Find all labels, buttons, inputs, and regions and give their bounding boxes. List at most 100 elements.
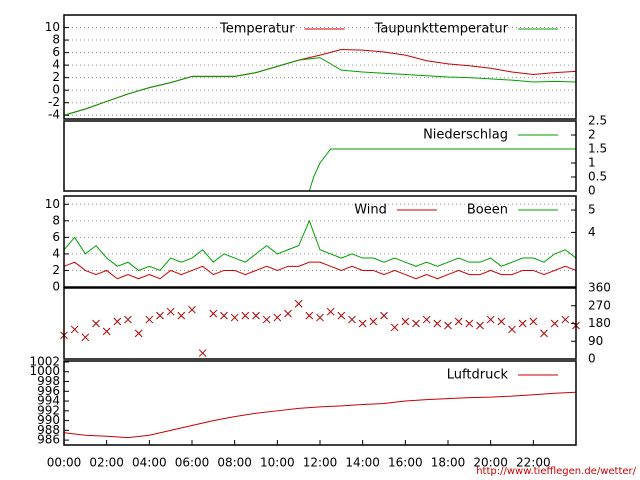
data-point xyxy=(92,319,100,328)
y-tick-label: 4 xyxy=(52,58,60,72)
legend-label: Niederschlag xyxy=(423,128,508,143)
data-point xyxy=(145,315,154,324)
data-point xyxy=(70,325,79,334)
data-point xyxy=(422,315,431,324)
data-point xyxy=(369,317,378,326)
y-tick-label: 2 xyxy=(52,70,60,84)
y-tick-label: 0.5 xyxy=(588,170,607,184)
data-line xyxy=(63,57,577,116)
legend-label: Temperatur xyxy=(219,22,295,37)
data-point xyxy=(198,349,207,357)
y-tick-label: 0 xyxy=(588,184,596,198)
y-tick-label: 998 xyxy=(37,374,60,388)
data-point xyxy=(454,317,463,326)
data-point xyxy=(486,315,495,324)
data-point xyxy=(209,309,218,318)
x-tick-label: 18:00 xyxy=(431,456,466,470)
y-tick-label: 0 xyxy=(52,83,60,97)
data-point xyxy=(529,317,538,326)
legend-label: Luftdruck xyxy=(447,368,509,383)
data-point xyxy=(124,315,132,324)
data-point xyxy=(305,311,314,320)
data-point xyxy=(348,315,356,324)
y-tick-label: 2 xyxy=(52,263,60,277)
data-point xyxy=(113,317,122,326)
data-point xyxy=(294,299,303,308)
data-point xyxy=(188,305,196,314)
data-point xyxy=(220,311,228,320)
x-tick-label: 00:00 xyxy=(47,456,82,470)
data-point xyxy=(156,311,164,320)
data-point xyxy=(380,311,388,320)
data-point xyxy=(401,317,410,326)
y-tick-label: 992 xyxy=(37,403,60,417)
y-tick-label: 1002 xyxy=(29,354,60,368)
data-point xyxy=(166,307,175,316)
data-point xyxy=(102,327,111,336)
x-tick-label: 12:00 xyxy=(303,456,338,470)
data-point xyxy=(284,309,292,318)
y-tick-label: 360 xyxy=(588,281,611,295)
y-tick-label: 10 xyxy=(45,197,60,211)
data-point xyxy=(262,315,271,324)
panel-border xyxy=(63,195,577,288)
panel-border xyxy=(63,14,577,120)
y-tick-label: 1 xyxy=(588,156,596,170)
y-tick-label: 994 xyxy=(37,394,60,408)
data-point xyxy=(497,317,506,326)
data-point xyxy=(252,311,260,320)
data-point xyxy=(230,313,239,322)
panel-border xyxy=(63,120,577,192)
data-line xyxy=(63,261,577,280)
legend-label: Wind xyxy=(354,203,387,218)
y-tick-label: 90 xyxy=(588,334,603,348)
data-point xyxy=(561,315,570,324)
credit: http://www.tiefflegen.de/wetter/ xyxy=(476,466,636,477)
data-line xyxy=(63,391,577,439)
x-tick-label: 20:00 xyxy=(473,456,508,470)
y-tick-label: 988 xyxy=(37,423,60,437)
y-tick-label: 270 xyxy=(588,298,611,312)
y-tick-label: -2 xyxy=(48,95,60,109)
data-point xyxy=(326,307,335,316)
y-tick-label: 10 xyxy=(45,20,60,34)
panel-border xyxy=(63,360,577,446)
data-point xyxy=(337,311,346,320)
data-point xyxy=(241,311,250,320)
y-tick-label: 8 xyxy=(52,33,60,47)
y-tick-label: 2 xyxy=(588,128,596,142)
y-tick-label: 180 xyxy=(588,316,611,330)
data-point xyxy=(134,329,143,338)
data-point xyxy=(465,319,474,328)
y2-tick-label: 5 xyxy=(588,203,596,217)
x-tick-label: 06:00 xyxy=(175,456,210,470)
data-point xyxy=(444,321,452,330)
data-point xyxy=(518,319,527,328)
data-point xyxy=(177,311,186,320)
y-tick-label: 0 xyxy=(588,352,596,366)
data-point xyxy=(550,319,559,328)
y-tick-label: 6 xyxy=(52,230,60,244)
y-tick-label: 996 xyxy=(37,384,60,398)
y-tick-label: 8 xyxy=(52,213,60,227)
data-point xyxy=(81,333,90,342)
y-tick-label: 6 xyxy=(52,45,60,59)
y-tick-label: 2.5 xyxy=(588,114,607,128)
x-tick-label: 04:00 xyxy=(132,456,167,470)
data-point xyxy=(476,321,484,330)
y-tick-label: 4 xyxy=(52,246,60,260)
legend-label: Boeen xyxy=(467,203,508,218)
x-tick-label: 08:00 xyxy=(217,456,252,470)
data-point xyxy=(316,313,324,322)
y-tick-label: 986 xyxy=(37,433,60,447)
legend-label: Taupunkttemperatur xyxy=(374,22,509,37)
data-point xyxy=(390,323,399,332)
y2-tick-label: 4 xyxy=(588,225,596,239)
data-point xyxy=(508,325,516,334)
x-tick-label: 14:00 xyxy=(345,456,380,470)
x-tick-label: 10:00 xyxy=(260,456,295,470)
panel-border xyxy=(63,287,577,360)
data-line xyxy=(63,219,577,272)
